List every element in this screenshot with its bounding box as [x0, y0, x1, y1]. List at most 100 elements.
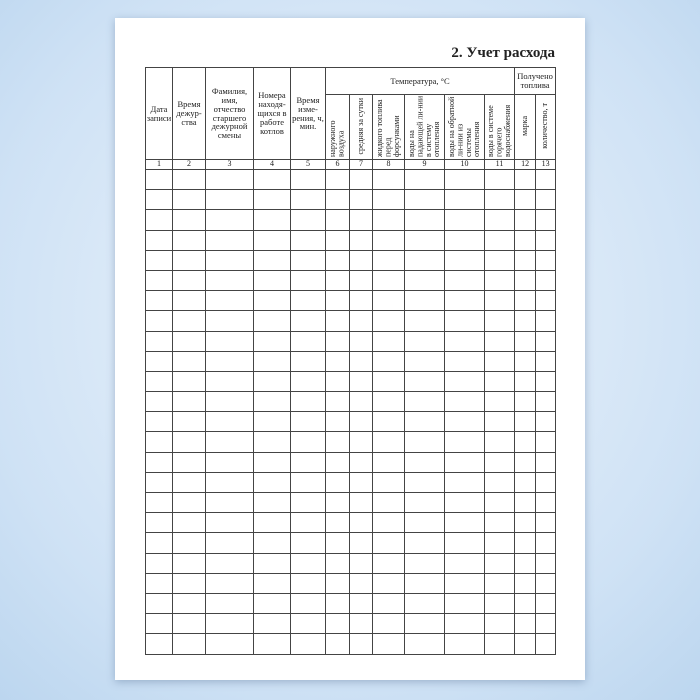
empty-cell[interactable] — [325, 290, 350, 312]
empty-cell[interactable] — [514, 411, 537, 433]
empty-cell[interactable] — [290, 491, 326, 514]
empty-cell[interactable] — [290, 411, 326, 433]
empty-cell[interactable] — [290, 532, 326, 554]
empty-cell[interactable] — [404, 350, 445, 372]
empty-cell[interactable] — [145, 451, 173, 473]
empty-cell[interactable] — [325, 269, 350, 292]
empty-cell[interactable] — [205, 189, 254, 211]
empty-cell[interactable] — [444, 572, 485, 594]
empty-cell[interactable] — [404, 391, 445, 413]
empty-cell[interactable] — [205, 491, 254, 514]
empty-cell[interactable] — [444, 330, 485, 352]
empty-cell[interactable] — [205, 552, 254, 574]
empty-cell[interactable] — [404, 189, 445, 211]
empty-cell[interactable] — [253, 572, 291, 594]
empty-cell[interactable] — [325, 330, 350, 352]
empty-cell[interactable] — [145, 391, 173, 413]
empty-cell[interactable] — [483, 229, 516, 251]
empty-cell[interactable] — [145, 491, 173, 514]
empty-cell[interactable] — [172, 370, 206, 393]
empty-cell[interactable] — [290, 168, 326, 191]
empty-cell[interactable] — [205, 209, 254, 231]
empty-cell[interactable] — [372, 269, 405, 292]
empty-cell[interactable] — [349, 532, 373, 554]
empty-cell[interactable] — [514, 229, 537, 251]
empty-cell[interactable] — [535, 552, 557, 574]
empty-cell[interactable] — [404, 370, 445, 393]
empty-cell[interactable] — [325, 512, 350, 534]
empty-cell[interactable] — [372, 411, 405, 433]
empty-cell[interactable] — [325, 370, 350, 393]
empty-cell[interactable] — [483, 391, 516, 413]
empty-cell[interactable] — [290, 572, 326, 594]
empty-cell[interactable] — [349, 411, 373, 433]
empty-cell[interactable] — [290, 249, 326, 271]
empty-cell[interactable] — [444, 249, 485, 271]
empty-cell[interactable] — [172, 350, 206, 372]
empty-cell[interactable] — [325, 491, 350, 514]
empty-cell[interactable] — [404, 229, 445, 251]
empty-cell[interactable] — [253, 391, 291, 413]
empty-cell[interactable] — [514, 613, 537, 635]
empty-cell[interactable] — [205, 512, 254, 534]
empty-cell[interactable] — [535, 532, 557, 554]
empty-cell[interactable] — [483, 572, 516, 594]
empty-cell[interactable] — [404, 552, 445, 574]
empty-cell[interactable] — [325, 431, 350, 453]
empty-cell[interactable] — [145, 209, 173, 231]
empty-cell[interactable] — [535, 249, 557, 271]
empty-cell[interactable] — [535, 330, 557, 352]
empty-cell[interactable] — [404, 290, 445, 312]
empty-cell[interactable] — [253, 552, 291, 574]
empty-cell[interactable] — [325, 310, 350, 332]
empty-cell[interactable] — [372, 451, 405, 473]
empty-cell[interactable] — [514, 471, 537, 494]
empty-cell[interactable] — [535, 209, 557, 231]
empty-cell[interactable] — [349, 491, 373, 514]
empty-cell[interactable] — [145, 552, 173, 574]
empty-cell[interactable] — [372, 350, 405, 372]
empty-cell[interactable] — [404, 269, 445, 292]
empty-cell[interactable] — [444, 189, 485, 211]
empty-cell[interactable] — [404, 451, 445, 473]
empty-cell[interactable] — [514, 391, 537, 413]
empty-cell[interactable] — [172, 532, 206, 554]
empty-cell[interactable] — [253, 491, 291, 514]
empty-cell[interactable] — [145, 229, 173, 251]
empty-cell[interactable] — [514, 532, 537, 554]
empty-cell[interactable] — [253, 209, 291, 231]
empty-cell[interactable] — [349, 592, 373, 615]
empty-cell[interactable] — [483, 350, 516, 372]
empty-cell[interactable] — [404, 512, 445, 534]
empty-cell[interactable] — [172, 310, 206, 332]
empty-cell[interactable] — [145, 310, 173, 332]
empty-cell[interactable] — [483, 290, 516, 312]
empty-cell[interactable] — [349, 633, 373, 655]
empty-cell[interactable] — [483, 189, 516, 211]
empty-cell[interactable] — [145, 189, 173, 211]
empty-cell[interactable] — [535, 370, 557, 393]
empty-cell[interactable] — [349, 572, 373, 594]
empty-cell[interactable] — [205, 330, 254, 352]
empty-cell[interactable] — [325, 229, 350, 251]
empty-cell[interactable] — [290, 310, 326, 332]
empty-cell[interactable] — [325, 168, 350, 191]
empty-cell[interactable] — [444, 310, 485, 332]
empty-cell[interactable] — [483, 491, 516, 514]
empty-cell[interactable] — [205, 269, 254, 292]
empty-cell[interactable] — [444, 431, 485, 453]
empty-cell[interactable] — [444, 350, 485, 372]
empty-cell[interactable] — [483, 310, 516, 332]
empty-cell[interactable] — [205, 350, 254, 372]
empty-cell[interactable] — [349, 330, 373, 352]
empty-cell[interactable] — [290, 290, 326, 312]
empty-cell[interactable] — [372, 168, 405, 191]
empty-cell[interactable] — [253, 370, 291, 393]
empty-cell[interactable] — [535, 290, 557, 312]
empty-cell[interactable] — [372, 532, 405, 554]
empty-cell[interactable] — [145, 330, 173, 352]
empty-cell[interactable] — [172, 491, 206, 514]
empty-cell[interactable] — [290, 592, 326, 615]
empty-cell[interactable] — [172, 330, 206, 352]
empty-cell[interactable] — [483, 532, 516, 554]
